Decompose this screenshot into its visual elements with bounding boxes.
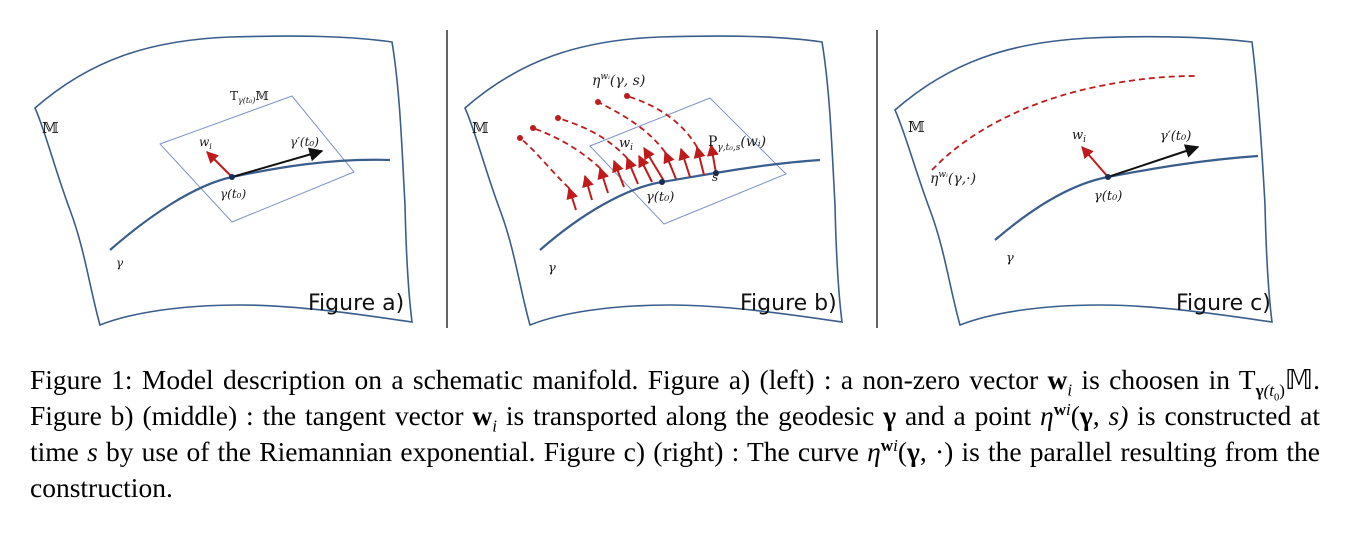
curve-label-c: γ bbox=[1006, 251, 1014, 266]
manifold-symbol-b: 𝕄 bbox=[472, 119, 489, 137]
geodesic-curve-a bbox=[109, 158, 391, 251]
manifold-surface-a bbox=[34, 35, 413, 327]
panel-label-a: Figure a) bbox=[308, 291, 404, 316]
exponential-endpoints bbox=[517, 93, 630, 141]
transported-vectors bbox=[566, 143, 719, 211]
figure-1-illustration: 𝕄 Tγ(t₀)𝕄 wi γ′(t₀) γ(t₀) γ Figure a) bbox=[34, 30, 1273, 328]
panel-c: 𝕄 ηwᵢ(γ,·) wi γ′(t₀) γ(t₀) γ Figure c) bbox=[894, 35, 1273, 327]
eta-label-c: ηwᵢ(γ,·) bbox=[930, 170, 976, 187]
manifold-surface-c bbox=[894, 35, 1273, 327]
vector-w-label-a: wi bbox=[199, 135, 212, 151]
point-label-b: γ(t₀) bbox=[646, 190, 674, 205]
exponential-curves bbox=[519, 95, 698, 189]
caption-text: Figure 1: Model description on a schemat… bbox=[30, 364, 1320, 503]
point-label-a: γ(t₀) bbox=[220, 187, 246, 201]
velocity-vector-c bbox=[1107, 144, 1200, 178]
geodesic-curve-c bbox=[994, 154, 1259, 241]
point-gamma-t0-c bbox=[1105, 174, 1111, 180]
tangent-plane-a bbox=[159, 95, 355, 223]
point-gamma-t0-a bbox=[229, 174, 235, 180]
tangent-plane-b bbox=[589, 97, 787, 225]
figure-caption: Figure 1: Model description on a schemat… bbox=[30, 362, 1320, 506]
tangent-space-label-a: Tγ(t₀)𝕄 bbox=[230, 89, 269, 105]
velocity-label-a: γ′(t₀) bbox=[290, 135, 319, 149]
manifold-symbol-a: 𝕄 bbox=[42, 119, 59, 137]
point-s-b bbox=[713, 170, 719, 176]
panel-label-b: Figure b) bbox=[740, 291, 837, 316]
panel-b: 𝕄 ηwᵢ(γ, s) wi Pγ,t₀,s(wᵢ) s γ(t₀) γ Fig… bbox=[464, 35, 843, 327]
transport-label-b: Pγ,t₀,s(wᵢ) bbox=[708, 134, 766, 153]
manifold-symbol-c: 𝕄 bbox=[908, 118, 925, 136]
vector-w-label-c: wi bbox=[1072, 128, 1086, 145]
panel-a: 𝕄 Tγ(t₀)𝕄 wi γ′(t₀) γ(t₀) γ Figure a) bbox=[34, 35, 413, 327]
curve-label-b: γ bbox=[548, 261, 556, 276]
caption-figure-number: Figure 1: bbox=[30, 364, 133, 395]
velocity-vector-a bbox=[231, 147, 324, 178]
s-label-b: s bbox=[712, 170, 718, 184]
eta-label-b: ηwᵢ(γ, s) bbox=[592, 72, 645, 89]
point-gamma-t0-b bbox=[659, 179, 665, 185]
panel-label-c: Figure c) bbox=[1176, 291, 1271, 316]
parallel-curve-c bbox=[931, 75, 1196, 171]
point-label-c: γ(t₀) bbox=[1094, 189, 1122, 204]
vector-w-a bbox=[206, 151, 233, 178]
geodesic-curve-b bbox=[539, 158, 821, 251]
velocity-label-c: γ′(t₀) bbox=[1160, 129, 1191, 144]
manifold-surface-b bbox=[464, 35, 843, 327]
vector-w-label-b: wi bbox=[619, 136, 633, 153]
vector-w-c bbox=[1081, 146, 1109, 178]
curve-label-a: γ bbox=[116, 256, 124, 270]
